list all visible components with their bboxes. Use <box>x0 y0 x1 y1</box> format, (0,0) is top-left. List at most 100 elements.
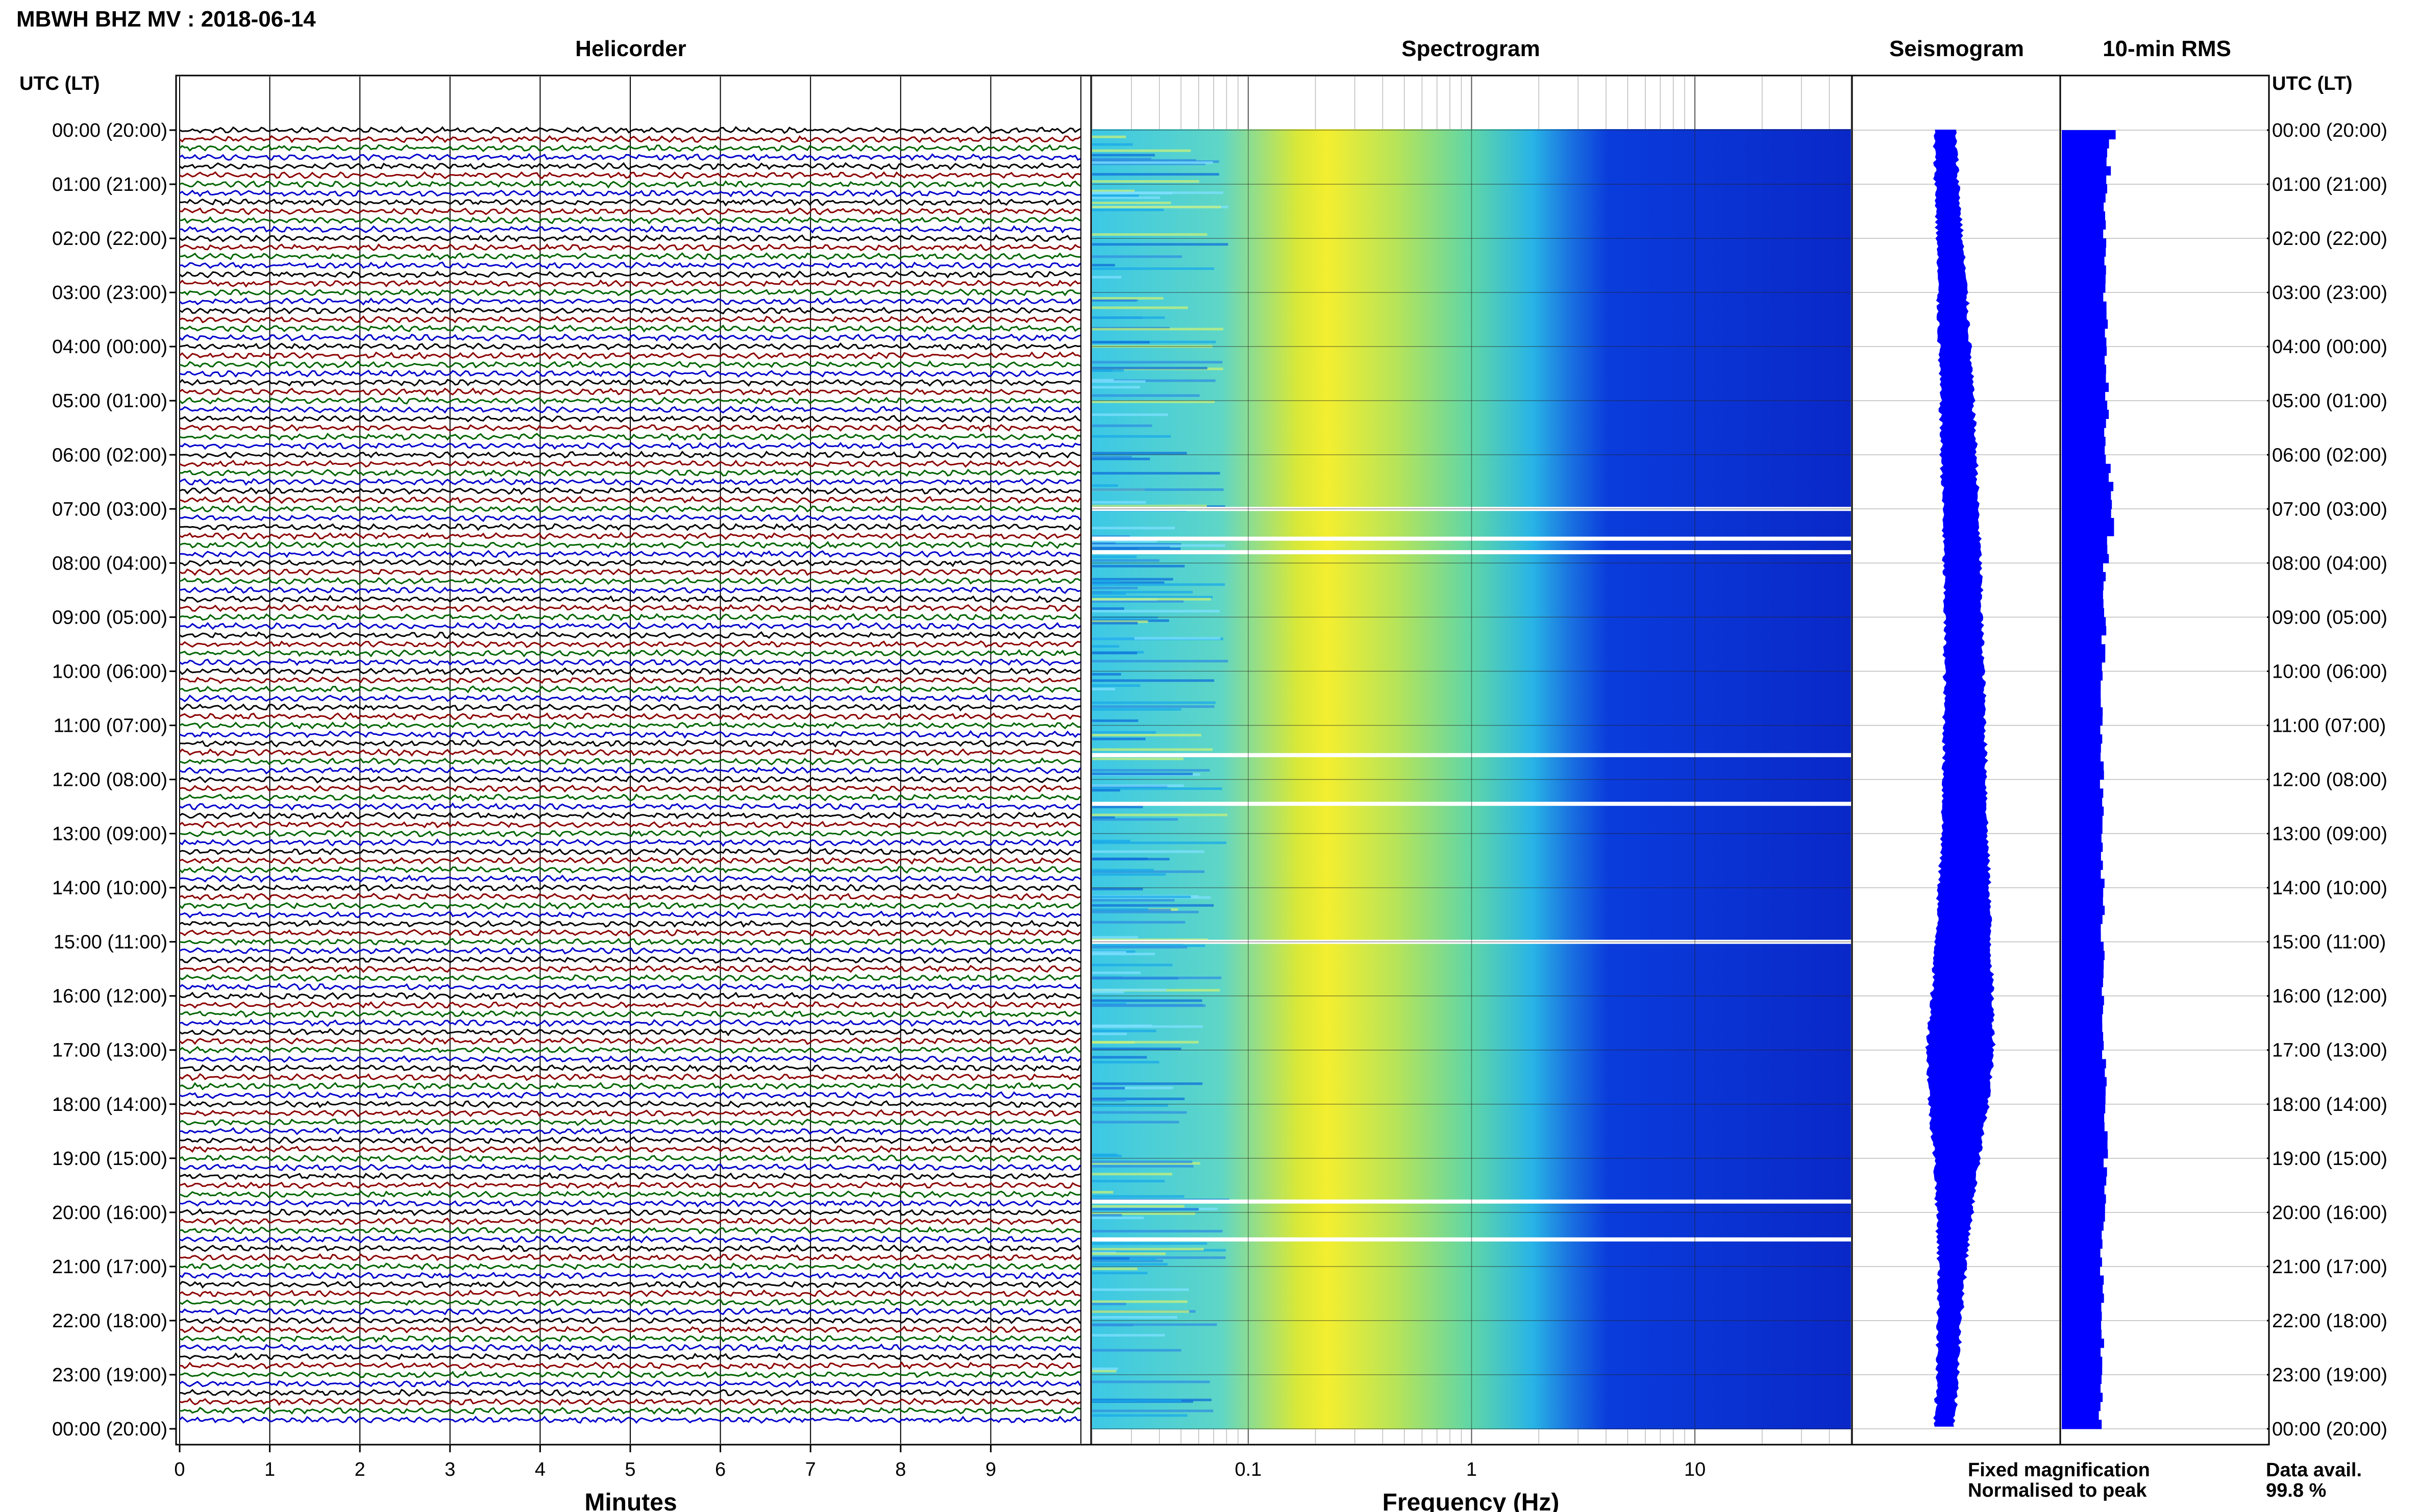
spectrogram-streak <box>1092 976 1222 979</box>
rms-bar <box>2062 933 2101 943</box>
helicorder-traces <box>179 126 1081 1424</box>
rms-bar <box>2062 626 2107 636</box>
spectrogram-streak <box>1092 850 1204 853</box>
spectrogram-streak <box>1092 769 1210 772</box>
helicorder-trace <box>179 1280 1081 1289</box>
spectrogram-streak <box>1092 637 1134 640</box>
rms-bar <box>2062 554 2109 563</box>
rms-bar <box>2062 996 2104 1005</box>
rms-bar <box>2062 1023 2103 1032</box>
data-availability-value: 99.8 % <box>2266 1480 2326 1501</box>
spectrogram-streak <box>1092 452 1187 455</box>
spectrogram-streak <box>1092 394 1200 397</box>
spectrogram-streak <box>1092 839 1130 842</box>
spectrogram-streak <box>1092 233 1207 236</box>
spectrogram-streak <box>1092 748 1213 751</box>
spectrogram-streak <box>1092 596 1213 599</box>
rms-bar <box>2062 725 2101 735</box>
rms-bar <box>2062 734 2103 744</box>
frequency-ticks: 0.1 1 10 <box>1235 1459 1706 1480</box>
helicorder-trace <box>179 396 1081 405</box>
minute-tick-label: 8 <box>895 1459 906 1480</box>
helicorder-trace <box>179 992 1081 1000</box>
time-label: 03:00 (23:00) <box>52 282 167 304</box>
rms-bar <box>2062 374 2106 383</box>
rms-bar <box>2062 969 2104 978</box>
spectrogram-streak <box>1092 488 1224 491</box>
rms-bar <box>2062 193 2106 203</box>
helicorder-trace <box>179 324 1081 333</box>
spectrogram-streak <box>1092 988 1167 992</box>
helicorder-trace <box>179 1253 1081 1261</box>
spectrogram-streak <box>1092 784 1184 787</box>
rms-bar <box>2062 283 2106 293</box>
spectrogram-streak <box>1092 971 1141 974</box>
helicorder-trace <box>179 1370 1081 1379</box>
rms-bar <box>2062 346 2107 356</box>
spectrogram-streak <box>1092 154 1155 157</box>
spectrogram-streak <box>1092 607 1124 610</box>
rms-bar <box>2062 978 2103 987</box>
rms-bar <box>2062 536 2107 546</box>
spectrogram-streak <box>1092 501 1146 504</box>
spectrogram-streak <box>1092 180 1199 183</box>
spectrogram-streak <box>1092 616 1158 619</box>
helicorder-trace <box>179 1226 1081 1235</box>
time-label: 20:00 (16:00) <box>2272 1202 2387 1224</box>
rms-bar <box>2062 1212 2105 1222</box>
spectrogram-streak <box>1092 424 1152 427</box>
rms-bar <box>2062 409 2109 419</box>
spectrogram-streak <box>1092 586 1138 589</box>
spectrogram-streak <box>1092 870 1205 873</box>
rms-bar <box>2062 572 2106 582</box>
helicorder-trace <box>179 667 1081 676</box>
time-label: 00:00 (20:00) <box>52 1419 167 1440</box>
helicorder-trace <box>179 838 1081 847</box>
time-label: 02:00 (22:00) <box>2272 228 2387 250</box>
helicorder-trace <box>179 189 1081 197</box>
rms-bar <box>2062 716 2103 726</box>
helicorder-trace <box>179 902 1081 910</box>
helicorder-trace <box>179 333 1081 342</box>
rms-bar <box>2062 1140 2108 1150</box>
rms-panel <box>2059 75 2270 1446</box>
spectrogram-streak <box>1092 173 1219 176</box>
helicorder-trace <box>179 1046 1081 1054</box>
helicorder-trace <box>179 135 1081 143</box>
spectrogram-streak <box>1092 361 1223 364</box>
helicorder-trace <box>179 821 1081 829</box>
spectrogram-streak <box>1092 379 1216 382</box>
helicorder-trace <box>179 523 1081 531</box>
spectrogram-streak <box>1092 590 1193 593</box>
helicorder-trace <box>179 1298 1081 1307</box>
rms-bar <box>2062 355 2105 365</box>
rms-bar <box>2062 418 2106 428</box>
rms-bar <box>2062 1149 2108 1159</box>
data-availability-label: Data avail. <box>2266 1459 2362 1481</box>
spectrogram-streak <box>1092 264 1115 267</box>
helicorder-trace <box>179 1217 1081 1226</box>
rms-bar <box>2062 707 2103 717</box>
rms-bar <box>2062 806 2104 816</box>
spectrogram-streak <box>1092 267 1215 270</box>
minute-tick-label: 1 <box>264 1459 275 1480</box>
time-label: 08:00 (04:00) <box>52 553 167 574</box>
helicorder-trace <box>179 487 1081 495</box>
spectrogram-streak <box>1092 936 1139 939</box>
spectrogram-streak <box>1092 1252 1166 1255</box>
rms-bar <box>2062 743 2101 753</box>
helicorder-trace <box>179 594 1081 603</box>
helicorder-trace <box>179 929 1081 937</box>
spectrogram-streak <box>1092 196 1161 199</box>
rms-bar <box>2062 761 2104 771</box>
helicorder-trace <box>179 920 1081 928</box>
rms-bar <box>2062 860 2103 870</box>
spectrogram-streak <box>1092 944 1205 947</box>
rms-bar <box>2062 527 2114 536</box>
spectrogram-streak <box>1092 456 1132 458</box>
helicorder-trace <box>179 1010 1081 1018</box>
rms-bar <box>2062 166 2111 176</box>
spectrogram-streak <box>1092 559 1159 562</box>
helicorder-trace <box>179 1244 1081 1253</box>
spectrogram-streak <box>1092 1380 1210 1383</box>
